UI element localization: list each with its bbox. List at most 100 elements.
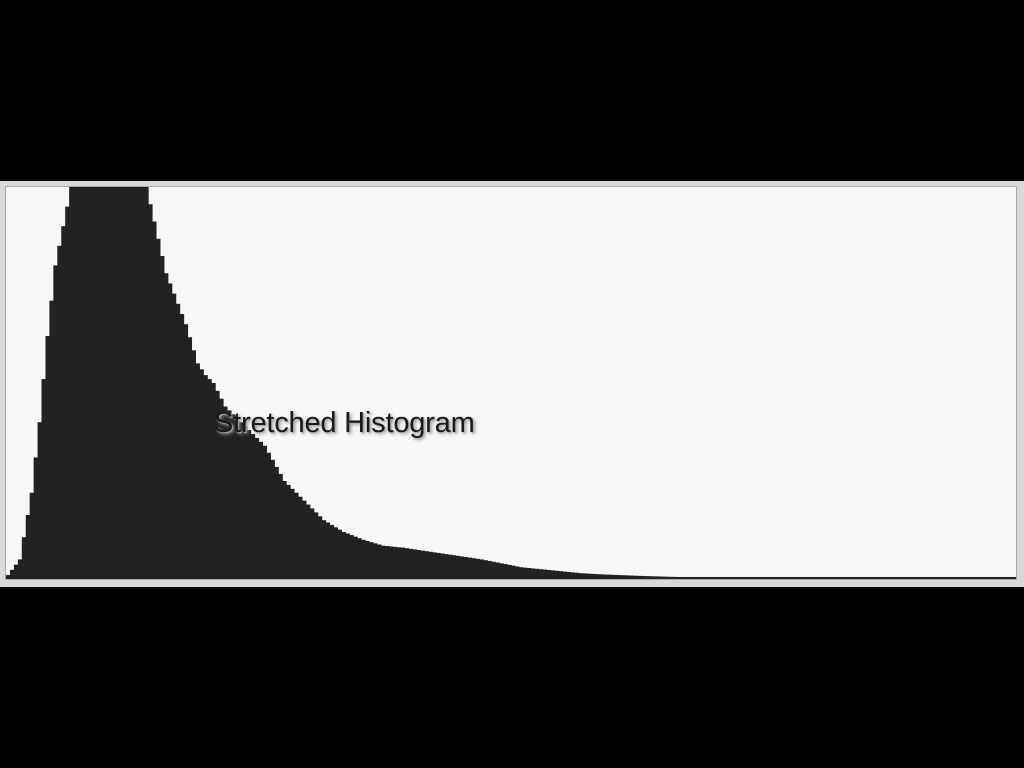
histogram-bar	[57, 245, 62, 579]
histogram-bar	[191, 350, 196, 579]
histogram-bar	[222, 406, 228, 579]
histogram-bar	[49, 300, 54, 579]
histogram-bar	[159, 255, 165, 579]
histogram-bar	[412, 549, 417, 579]
histogram-bar	[290, 488, 295, 579]
histogram-bar	[593, 574, 599, 579]
histogram-bar	[420, 550, 425, 579]
histogram-bar	[305, 504, 311, 579]
histogram-bar	[286, 484, 291, 579]
histogram-bar	[183, 324, 189, 579]
histogram-bar	[313, 512, 319, 579]
histogram-bar	[333, 527, 339, 579]
histogram-bar	[570, 572, 575, 579]
histogram-bar	[226, 410, 232, 579]
histogram-bar	[120, 187, 125, 579]
histogram-bar	[483, 560, 488, 579]
histogram-bar	[368, 542, 374, 579]
histogram-bar	[242, 426, 248, 579]
histogram-bar	[447, 554, 453, 579]
histogram-bar	[605, 574, 611, 579]
histogram-bar	[33, 457, 39, 579]
histogram-bar	[475, 558, 481, 579]
histogram-bar	[96, 187, 102, 579]
histogram-bar	[266, 452, 271, 579]
histogram-bar	[77, 187, 82, 579]
histogram-bar	[495, 562, 500, 579]
histogram-bar	[428, 551, 433, 579]
histogram-bar	[84, 187, 90, 579]
histogram-bar	[80, 187, 86, 579]
histogram-bar	[459, 556, 465, 579]
histogram-bar	[404, 548, 410, 579]
histogram-bar	[329, 524, 335, 579]
histogram-bar	[53, 265, 58, 579]
histogram-bar	[29, 492, 35, 579]
histogram-bar	[384, 546, 390, 579]
histogram-bar	[451, 555, 457, 579]
histogram-bar	[69, 187, 74, 579]
histogram-bar	[144, 187, 149, 579]
histogram-bar	[250, 433, 256, 579]
histogram-panel: Stretched Histogram	[0, 181, 1024, 587]
histogram-bar	[270, 459, 275, 579]
histogram-bar	[179, 314, 185, 579]
histogram-bar	[195, 363, 200, 579]
histogram-bar	[258, 441, 264, 579]
histogram-bar	[439, 553, 445, 579]
histogram-bar	[13, 564, 19, 579]
histogram-plot-area: Stretched Histogram	[5, 186, 1017, 580]
histogram-bar	[585, 573, 591, 579]
histogram-bar	[151, 221, 157, 579]
histogram-bar	[349, 535, 354, 579]
histogram-bar	[337, 529, 342, 579]
histogram-bar	[341, 531, 346, 579]
histogram-bar	[499, 563, 504, 579]
histogram-bar	[325, 522, 331, 579]
histogram-bar	[424, 551, 429, 579]
histogram-bar	[73, 187, 78, 579]
histogram-bar	[416, 549, 421, 579]
histogram-bar	[574, 572, 579, 579]
histogram-bar	[392, 546, 398, 579]
histogram-bar	[558, 571, 563, 579]
histogram-bar	[463, 557, 469, 579]
histogram-bar	[278, 473, 283, 579]
histogram-bar	[408, 548, 413, 579]
histogram-bar	[534, 568, 540, 579]
histogram-bar	[116, 187, 122, 579]
histogram-bar	[455, 555, 461, 579]
histogram-bar	[230, 414, 236, 579]
histogram-bars	[6, 187, 1016, 579]
histogram-bar	[507, 564, 512, 579]
histogram-bar	[597, 574, 603, 579]
histogram-bar	[487, 560, 492, 579]
histogram-bar	[538, 569, 544, 579]
histogram-bar	[17, 559, 23, 579]
histogram-bar	[175, 303, 181, 579]
histogram-bar	[345, 533, 350, 579]
histogram-bar	[542, 569, 548, 579]
histogram-bar	[400, 547, 406, 579]
histogram-bar	[376, 544, 382, 579]
histogram-bar	[167, 283, 173, 579]
histogram-bar	[148, 204, 153, 579]
chart-title: Stretched Histogram	[214, 407, 475, 439]
histogram-bar	[518, 567, 524, 579]
histogram-bar	[546, 569, 552, 579]
histogram-bar	[108, 187, 114, 579]
histogram-bar	[41, 379, 47, 579]
histogram-bar	[396, 547, 402, 579]
histogram-bar	[92, 187, 98, 579]
histogram-bar	[436, 552, 441, 579]
histogram-bar	[215, 390, 220, 579]
histogram-bar	[234, 418, 240, 579]
histogram-bar	[25, 514, 31, 579]
histogram-bar	[380, 545, 386, 579]
histogram-bar	[321, 520, 327, 579]
histogram-bar	[432, 552, 437, 579]
histogram-bar	[491, 561, 496, 579]
histogram-bar	[254, 437, 260, 579]
histogram-bar	[566, 571, 571, 579]
histogram-bar	[511, 565, 516, 579]
